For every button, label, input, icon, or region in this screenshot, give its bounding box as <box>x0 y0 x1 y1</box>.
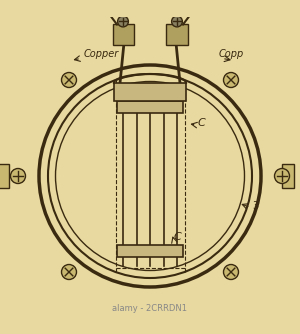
Circle shape <box>61 265 76 280</box>
Circle shape <box>118 16 128 27</box>
Circle shape <box>61 72 76 88</box>
Circle shape <box>172 16 182 27</box>
Text: Copp: Copp <box>219 49 244 59</box>
Bar <box>112 24 134 45</box>
Bar <box>117 245 183 257</box>
Bar <box>167 24 188 45</box>
Circle shape <box>224 72 238 88</box>
Text: Copper: Copper <box>84 49 119 59</box>
Bar <box>117 101 183 113</box>
Text: C: C <box>174 232 182 242</box>
Bar <box>282 164 294 188</box>
Text: alamy - 2CRRDN1: alamy - 2CRRDN1 <box>112 304 188 313</box>
Circle shape <box>274 168 290 183</box>
Text: C: C <box>198 119 206 129</box>
Circle shape <box>11 168 26 183</box>
Text: 3: 3 <box>252 201 258 211</box>
Circle shape <box>224 265 238 280</box>
Bar <box>114 83 186 101</box>
Bar <box>0 164 9 188</box>
